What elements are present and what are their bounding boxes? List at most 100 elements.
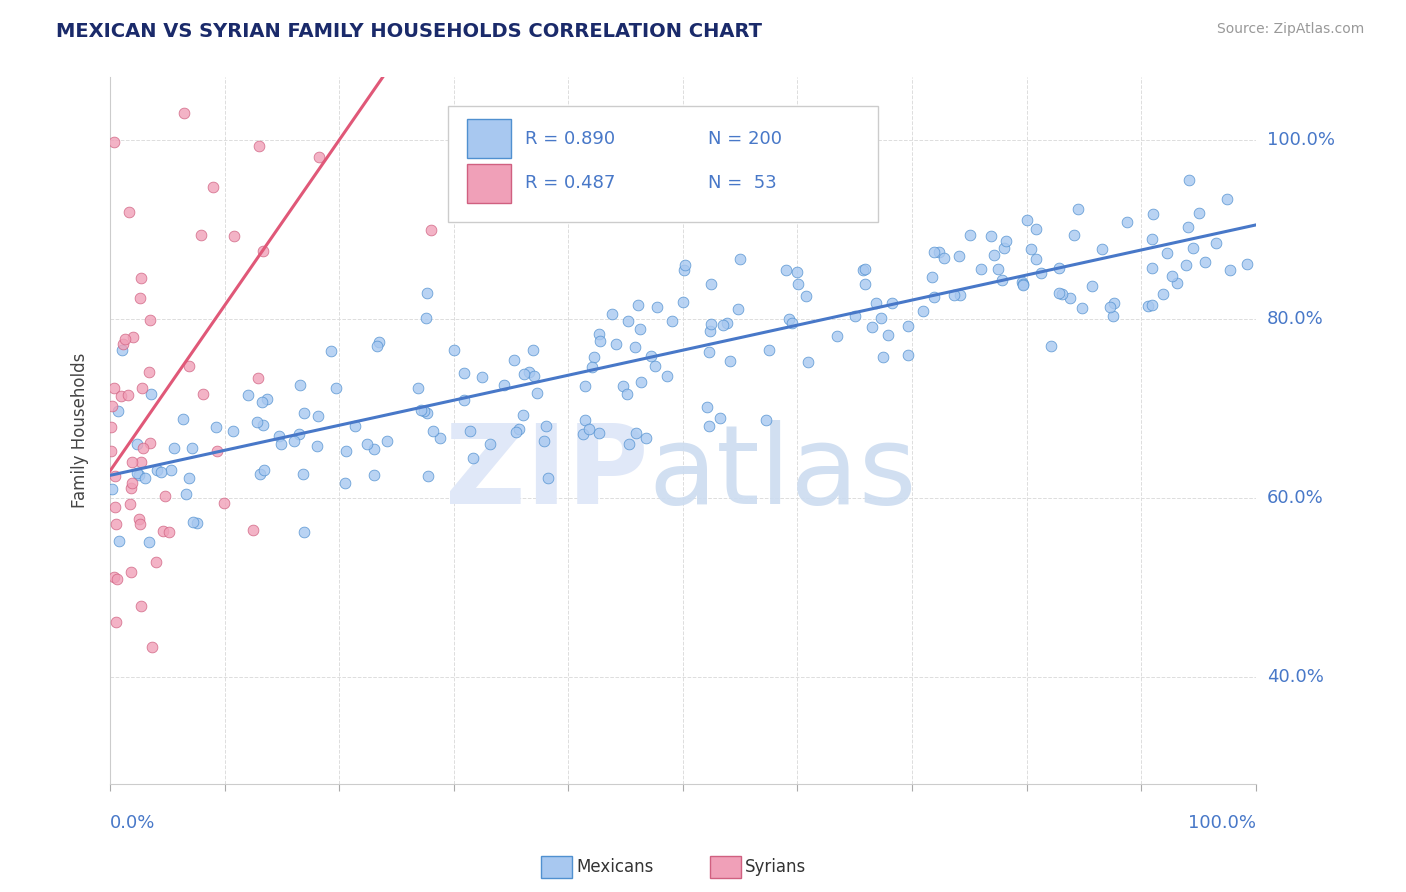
Point <box>145 555 167 569</box>
Point <box>869 311 891 326</box>
Point <box>120 497 142 511</box>
Point <box>655 369 678 384</box>
Point <box>508 422 530 436</box>
Point <box>132 441 155 455</box>
Point <box>419 223 441 237</box>
Point <box>1156 246 1178 260</box>
Point <box>1098 300 1121 314</box>
Point <box>443 343 465 357</box>
Point <box>948 249 970 263</box>
Point <box>319 343 342 358</box>
Point <box>356 436 378 450</box>
Text: atlas: atlas <box>648 419 917 526</box>
Point <box>697 419 720 434</box>
Point <box>121 455 143 469</box>
Point <box>1091 242 1114 256</box>
Point <box>100 482 122 496</box>
Point <box>640 349 662 363</box>
Point <box>673 258 696 272</box>
Point <box>1104 296 1126 310</box>
Point <box>492 378 515 392</box>
Point <box>174 486 197 500</box>
Point <box>287 426 309 441</box>
Point <box>145 463 167 477</box>
Point <box>108 534 131 549</box>
Point <box>778 312 800 326</box>
Point <box>335 444 357 458</box>
Point <box>138 535 160 549</box>
Point <box>128 291 150 305</box>
Text: Source: ZipAtlas.com: Source: ZipAtlas.com <box>1216 22 1364 37</box>
Point <box>755 413 778 427</box>
Point <box>204 419 226 434</box>
Point <box>128 512 150 526</box>
Point <box>104 517 127 532</box>
Point <box>581 360 603 375</box>
Text: N = 200: N = 200 <box>709 130 782 148</box>
Point <box>536 419 558 434</box>
Point <box>153 490 176 504</box>
Point <box>103 381 125 395</box>
Point <box>582 350 605 364</box>
FancyBboxPatch shape <box>467 164 510 202</box>
Point <box>897 318 920 333</box>
Point <box>1166 276 1188 290</box>
Point <box>112 337 135 351</box>
Point <box>758 343 780 357</box>
Point <box>1081 279 1104 293</box>
Text: MEXICAN VS SYRIAN FAMILY HOUSEHOLDS CORRELATION CHART: MEXICAN VS SYRIAN FAMILY HOUSEHOLDS CORR… <box>56 22 762 41</box>
Point <box>1063 228 1085 243</box>
Point <box>181 515 204 529</box>
Point <box>727 302 749 317</box>
Point <box>190 227 212 242</box>
Point <box>307 409 329 423</box>
Point <box>995 234 1018 248</box>
Point <box>1024 222 1046 236</box>
Point <box>252 244 274 259</box>
Text: R = 0.890: R = 0.890 <box>524 130 614 148</box>
Point <box>453 366 475 380</box>
Point <box>429 431 451 445</box>
Point <box>911 303 934 318</box>
Point <box>921 269 943 284</box>
Text: ZIP: ZIP <box>446 419 648 526</box>
Point <box>1050 286 1073 301</box>
Point <box>1015 212 1038 227</box>
Point <box>131 381 153 395</box>
Point <box>1067 202 1090 216</box>
Point <box>249 467 271 482</box>
Point <box>253 463 276 477</box>
Point <box>627 298 650 312</box>
Point <box>122 330 145 344</box>
Point <box>111 343 134 357</box>
Point <box>612 378 634 392</box>
Point <box>128 467 150 482</box>
Point <box>121 476 143 491</box>
Point <box>526 386 548 401</box>
Point <box>270 437 292 451</box>
Point <box>1019 242 1042 256</box>
Point <box>934 251 956 265</box>
Point <box>897 347 920 361</box>
Point <box>129 599 152 613</box>
Point <box>1115 214 1137 228</box>
Point <box>523 369 546 384</box>
Point <box>139 387 162 401</box>
Point <box>104 500 127 514</box>
Text: Syrians: Syrians <box>745 858 807 876</box>
Point <box>522 343 544 357</box>
Point <box>453 393 475 408</box>
Point <box>247 139 270 153</box>
Point <box>375 434 398 449</box>
Point <box>1071 301 1094 315</box>
Point <box>127 437 149 451</box>
Point <box>505 425 527 440</box>
Point <box>1140 298 1163 312</box>
Point <box>922 244 945 259</box>
Point <box>533 434 555 449</box>
Point <box>138 365 160 379</box>
Point <box>617 314 640 328</box>
Text: 100.0%: 100.0% <box>1267 131 1334 149</box>
Point <box>478 436 501 450</box>
Point <box>246 415 269 429</box>
